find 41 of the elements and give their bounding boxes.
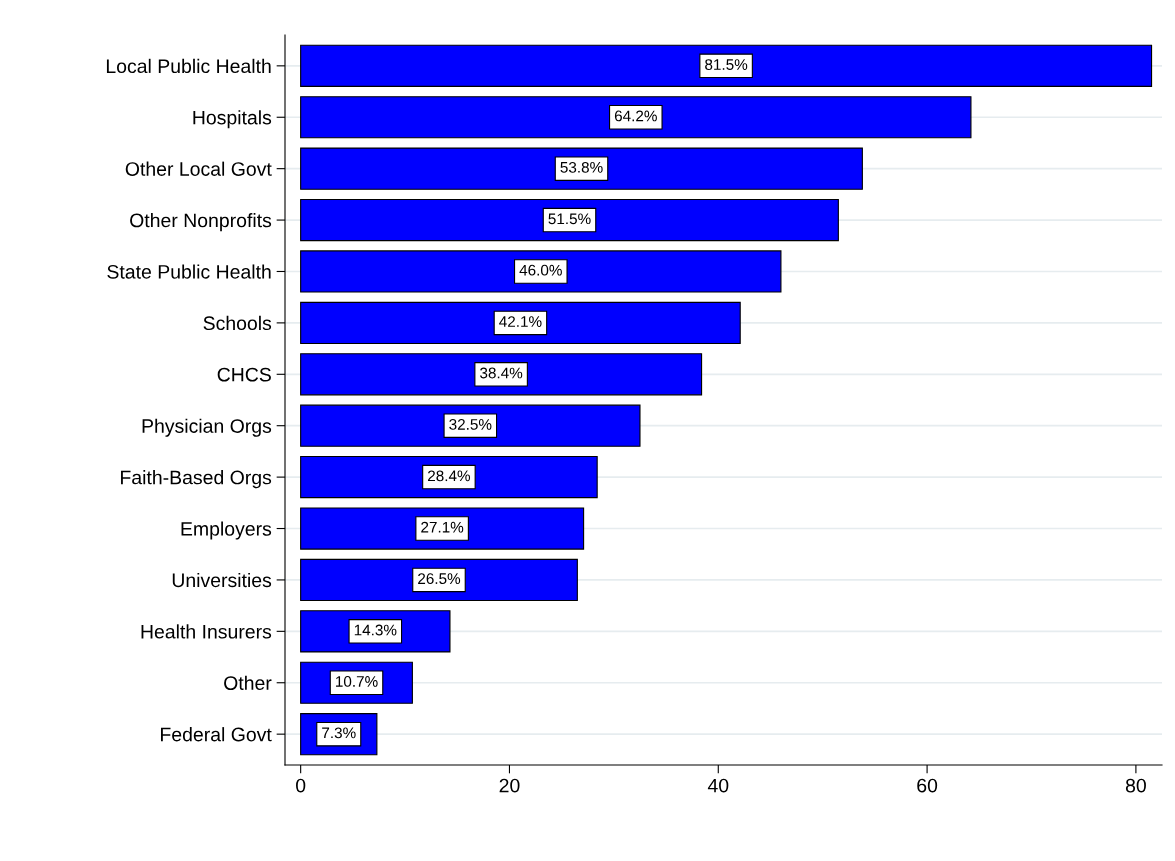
bar [300,404,641,447]
y-tick-label: Health Insurers [141,624,272,639]
data-label: 27.1% [421,521,464,533]
data-label: 28.4% [428,470,471,482]
x-tick-label: 40 [707,778,729,793]
bar [300,96,972,139]
bar [300,353,703,396]
x-tick-label: 0 [296,778,306,793]
bar [300,250,782,293]
y-tick-label: Universities [172,572,272,588]
y-tick-label: Hospitals [193,110,272,129]
x-tick-label: 60 [917,778,938,793]
bar [300,198,839,242]
y-tick-label: Other [224,675,272,690]
data-label: 14.3% [354,624,397,636]
bar [300,147,863,190]
y-tick-label: Local Public Health [106,58,271,74]
y-tick-label: State Public Health [107,264,271,279]
y-tick-label: Federal Govt [161,727,272,742]
x-tick-label: 20 [499,778,520,793]
data-label: 81.5% [705,59,748,70]
bar [300,44,1153,87]
y-tick-label: Other Local Govt [125,161,272,176]
y-tick-label: Other Nonprofits [130,213,272,232]
data-label: 7.3% [322,727,356,739]
data-label: 32.5% [449,418,492,430]
x-tick-label: 80 [1125,778,1146,793]
data-label: 53.8% [560,161,603,173]
y-tick-label: Faith-Based Orgs [121,470,272,489]
data-label: 10.7% [336,676,378,687]
data-label: 42.1% [499,316,542,327]
y-tick-label: Employers [181,521,272,540]
y-tick-label: Physician Orgs [142,418,272,437]
data-label: 64.2% [614,110,657,122]
data-label: 46.0% [519,264,562,276]
data-label: 38.4% [480,367,523,379]
y-tick-label: CHCS [217,367,271,382]
y-tick-label: Schools [203,315,272,331]
data-label: 26.5% [418,573,461,585]
data-label: 51.5% [548,213,591,225]
bar [300,301,741,345]
